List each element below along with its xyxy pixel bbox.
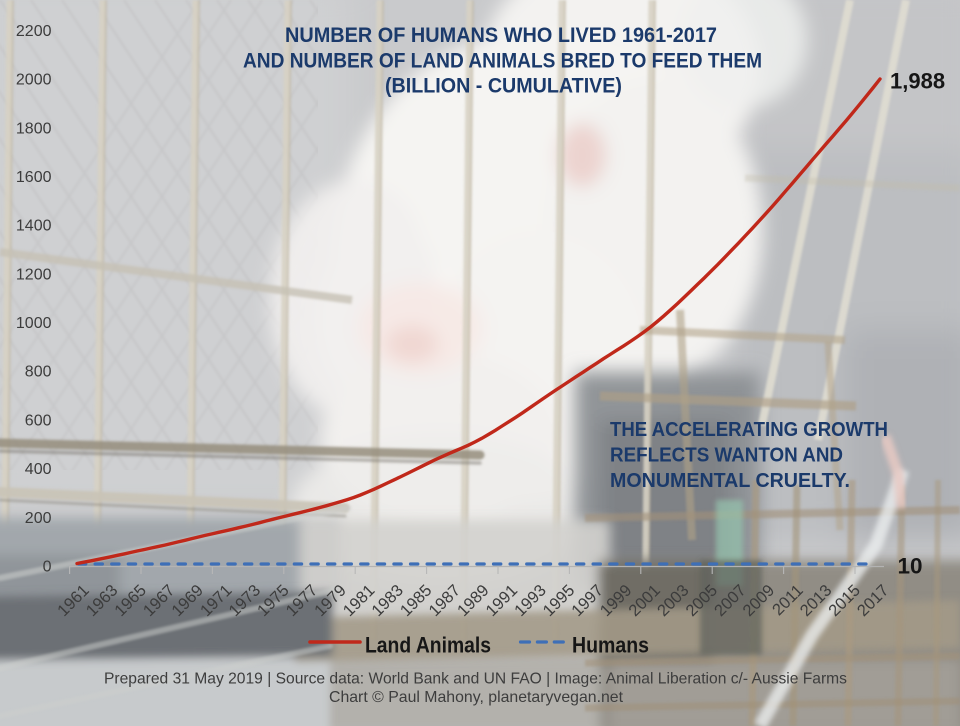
svg-text:400: 400	[25, 461, 52, 478]
svg-text:1,988: 1,988	[890, 69, 945, 94]
svg-text:NUMBER OF HUMANS WHO LIVED 196: NUMBER OF HUMANS WHO LIVED 1961-2017	[285, 23, 717, 47]
svg-text:1400: 1400	[16, 218, 52, 235]
svg-text:AND NUMBER OF LAND ANIMALS BRE: AND NUMBER OF LAND ANIMALS BRED TO FEED …	[243, 48, 762, 72]
svg-text:Land Animals: Land Animals	[365, 633, 491, 658]
svg-text:1200: 1200	[16, 266, 52, 283]
svg-text:2000: 2000	[16, 72, 52, 89]
svg-text:THE ACCELERATING GROWTH: THE ACCELERATING GROWTH	[610, 419, 888, 441]
svg-text:600: 600	[25, 412, 52, 429]
svg-text:Chart © Paul Mahony, planetary: Chart © Paul Mahony, planetaryvegan.net	[329, 689, 624, 706]
svg-text:1800: 1800	[16, 120, 52, 137]
svg-text:REFLECTS WANTON AND: REFLECTS WANTON AND	[610, 445, 843, 467]
svg-text:800: 800	[25, 364, 52, 381]
svg-text:(BILLION - CUMULATIVE): (BILLION - CUMULATIVE)	[385, 74, 622, 98]
svg-text:MONUMENTAL CRUELTY.: MONUMENTAL CRUELTY.	[610, 470, 850, 492]
svg-text:200: 200	[25, 510, 52, 527]
svg-text:1000: 1000	[16, 315, 52, 332]
svg-text:1600: 1600	[16, 169, 52, 186]
svg-text:Humans: Humans	[572, 633, 649, 658]
svg-text:0: 0	[43, 559, 52, 576]
svg-text:10: 10	[898, 554, 923, 579]
svg-text:Prepared 31 May 2019 | Source: Prepared 31 May 2019 | Source data: Worl…	[104, 671, 847, 688]
svg-text:2200: 2200	[16, 23, 52, 40]
